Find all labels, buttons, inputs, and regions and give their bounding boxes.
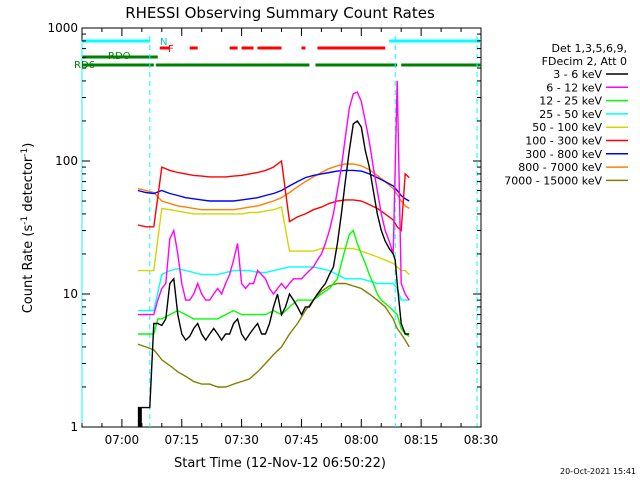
y-tick-label: 10 [63,287,78,301]
x-tick-label: 08:30 [464,433,499,447]
legend-label: 6 - 12 keV [546,81,602,94]
series-line-8 [137,282,410,388]
x-tick-label: 08:15 [404,433,439,447]
y-axis-label-end: ) [21,143,36,148]
series-lines [137,80,410,427]
plot-frame [81,27,482,428]
chart-title: RHESSI Observing Summary Count Rates [125,4,435,22]
x-tick-label: 07:15 [164,433,199,447]
series-line-4 [137,206,410,276]
legend-label: 50 - 100 keV [532,121,602,134]
axis-ticks: 1 10 100 1000 07:00 07:15 07:30 07:45 08:00 08:15… [47,21,498,447]
y-axis-label-main: Count Rate (s [21,225,36,314]
legend-label: 7000 - 15000 keV [504,174,602,187]
series-line-7 [137,163,410,211]
x-tick-label: 07:30 [224,433,259,447]
flag-label-saa: RDO [108,51,131,62]
flag-label-N: N [160,37,167,48]
y-axis-label-sup1: -1 [20,216,30,225]
legend-label: 100 - 300 keV [525,135,602,148]
legend-header-line2: FDecim 2, Att 0 [542,55,627,68]
series-line-0 [137,120,410,409]
timestamp: 20-Oct-2021 15:41 [560,467,636,476]
y-axis-label-sup2: -1 [20,148,30,157]
legend-label: 800 - 7000 keV [518,161,602,174]
y-tick-label: 1000 [47,21,78,35]
series-line-1 [137,80,410,316]
flag-label-F: F [168,44,174,55]
x-tick-label: 07:45 [284,433,319,447]
legend-header-line1: Det 1,3,5,6,9, [551,42,627,55]
series-line-2 [137,229,410,338]
legend-label: 300 - 800 keV [525,148,602,161]
series-line-5 [137,159,410,233]
legend-label: 25 - 50 keV [539,108,602,121]
plot-area: 1 10 100 1000 07:00 07:15 07:30 07:45 08:00 08:15… [47,21,498,447]
legend: Det 1,3,5,6,9, FDecim 2, Att 0 3 - 6 keV… [504,42,628,187]
flag-label-night: RD6 [74,60,95,71]
legend-label: 3 - 6 keV [553,68,602,81]
y-tick-label: 100 [55,154,78,168]
y-axis-label-mid: detector [21,156,36,216]
series-block-3-6kev [137,407,142,427]
y-axis-label: Count Rate (s-1 detector-1) [20,143,36,314]
series-line-6 [137,169,410,202]
x-tick-label: 08:00 [344,433,379,447]
legend-label: 12 - 25 keV [539,95,602,108]
x-tick-label: 07:00 [105,433,140,447]
y-tick-label: 1 [70,420,78,434]
x-axis-label: Start Time (12-Nov-12 06:50:22) [174,456,386,471]
flag-bars [81,36,481,427]
series-line-3 [137,266,410,312]
